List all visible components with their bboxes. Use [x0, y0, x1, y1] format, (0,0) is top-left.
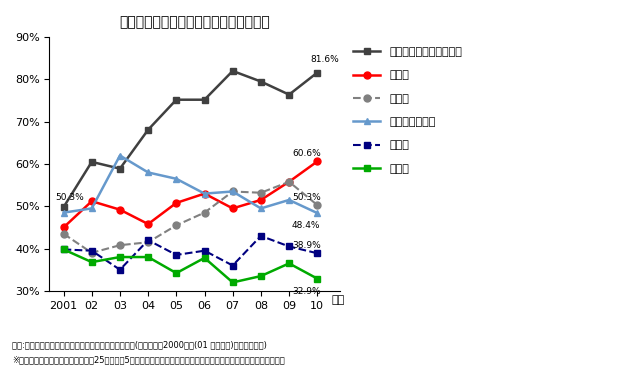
Line: 責任感: 責任感: [60, 246, 321, 286]
協調性: [172, 223, 180, 228]
Text: 38.9%: 38.9%: [292, 241, 321, 250]
Line: 主体性: 主体性: [60, 158, 321, 231]
責任感: [229, 280, 236, 285]
Text: 年卒: 年卒: [331, 295, 345, 305]
チャレンジ精神: [257, 206, 265, 211]
Text: 32.9%: 32.9%: [292, 287, 321, 296]
チャレンジ精神: [201, 191, 208, 196]
コミュニケーション能力: [116, 166, 123, 171]
主体性: [314, 159, 321, 164]
主体性: [201, 191, 208, 196]
チャレンジ精神: [314, 211, 321, 215]
誠実性: [144, 238, 152, 242]
Legend: コミュニケーション能力, 主体性, 協調性, チャレンジ精神, 誠実性, 責任感: コミュニケーション能力, 主体性, 協調性, チャレンジ精神, 誠実性, 責任感: [348, 43, 467, 178]
主体性: [88, 199, 95, 204]
Text: 48.4%: 48.4%: [292, 221, 321, 230]
コミュニケーション能力: [172, 97, 180, 102]
誠実性: [314, 251, 321, 255]
Text: 50.3%: 50.3%: [55, 193, 84, 202]
チャレンジ精神: [60, 211, 68, 215]
責任感: [60, 247, 68, 252]
責任感: [201, 256, 208, 260]
Line: 協調性: 協調性: [60, 178, 321, 256]
協調性: [116, 243, 123, 248]
協調性: [257, 191, 265, 195]
チャレンジ精神: [116, 153, 123, 158]
責任感: [285, 261, 293, 266]
誠実性: [257, 234, 265, 238]
Line: 誠実性: 誠実性: [60, 232, 321, 273]
Text: ※選考にあたって特に重視した点を25項目より5つ回答。全回答企業のうち、その項目を選択した割合を示している。: ※選考にあたって特に重視した点を25項目より5つ回答。全回答企業のうち、その項目…: [12, 356, 285, 364]
チャレンジ精神: [144, 170, 152, 175]
誠実性: [88, 249, 95, 253]
コミュニケーション能力: [285, 92, 293, 97]
Line: チャレンジ精神: チャレンジ精神: [60, 152, 321, 216]
Title: 「選考時に重視する要素」の上位の推移: 「選考時に重視する要素」の上位の推移: [119, 15, 270, 29]
協調性: [201, 211, 208, 215]
チャレンジ精神: [285, 198, 293, 202]
主体性: [60, 225, 68, 230]
Text: 50.3%: 50.3%: [292, 193, 321, 202]
協調性: [285, 179, 293, 184]
Text: 資料:日本経団連「新卒採用に関するアンケート調査」(当該設問は2000年度(01 年卒採用)から調査開始): 資料:日本経団連「新卒採用に関するアンケート調査」(当該設問は2000年度(01…: [12, 341, 267, 350]
Text: 60.6%: 60.6%: [292, 149, 321, 158]
誠実性: [116, 268, 123, 272]
コミュニケーション能力: [60, 205, 68, 209]
誠実性: [229, 263, 236, 268]
誠実性: [201, 249, 208, 253]
コミュニケーション能力: [314, 70, 321, 75]
責任感: [116, 255, 123, 259]
チャレンジ精神: [172, 176, 180, 181]
責任感: [144, 255, 152, 259]
誠実性: [60, 247, 68, 252]
コミュニケーション能力: [201, 97, 208, 102]
主体性: [285, 179, 293, 184]
責任感: [314, 276, 321, 281]
コミュニケーション能力: [229, 69, 236, 73]
コミュニケーション能力: [144, 128, 152, 132]
責任感: [88, 260, 95, 264]
Text: 81.6%: 81.6%: [310, 56, 339, 64]
誠実性: [172, 253, 180, 257]
コミュニケーション能力: [88, 160, 95, 164]
主体性: [257, 198, 265, 202]
チャレンジ精神: [88, 206, 95, 211]
コミュニケーション能力: [257, 79, 265, 84]
主体性: [229, 206, 236, 211]
チャレンジ精神: [229, 189, 236, 194]
協調性: [144, 240, 152, 245]
責任感: [257, 274, 265, 278]
協調性: [229, 189, 236, 194]
協調性: [88, 250, 95, 255]
主体性: [144, 222, 152, 226]
主体性: [116, 208, 123, 212]
責任感: [172, 271, 180, 275]
協調性: [60, 232, 68, 236]
主体性: [172, 201, 180, 205]
協調性: [314, 203, 321, 207]
誠実性: [285, 244, 293, 249]
Line: コミュニケーション能力: コミュニケーション能力: [60, 67, 321, 211]
